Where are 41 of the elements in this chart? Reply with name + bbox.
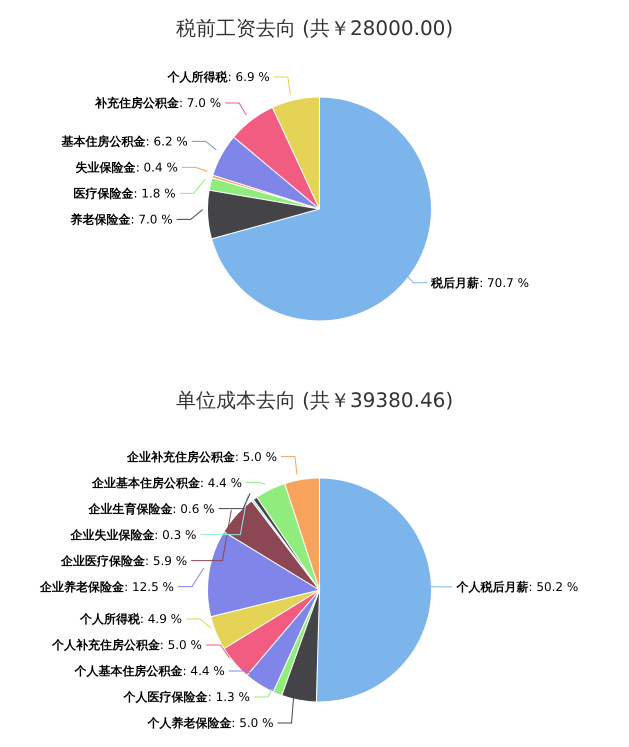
data-label: : 7.0 % xyxy=(178,96,222,110)
data-label: : 50.2 % xyxy=(528,580,578,594)
data-label: : 0.3 % xyxy=(154,528,196,542)
slice-label: 个人基本住房公积金 xyxy=(74,664,184,678)
slice-label: 个人医疗保险金 xyxy=(122,690,209,704)
chart-title: 单位成本去向 (共￥39380.46) xyxy=(176,388,454,412)
slice-label: 个人养老保险金 xyxy=(146,716,232,730)
slice-label: 企业基本住房公积金 xyxy=(90,476,201,490)
data-label: : 1.8 % xyxy=(133,186,176,201)
data-label: : 5.0 % xyxy=(231,716,274,730)
slice-label: 税后月薪 xyxy=(430,276,480,290)
chart-title: 税前工资去向 (共￥28000.00) xyxy=(176,16,454,40)
data-label: : 1.3 % xyxy=(208,690,250,704)
data-label: : 5.0 % xyxy=(160,638,202,652)
data-label: : 4.4 % xyxy=(182,664,225,678)
slice-label: 养老保险金 xyxy=(69,212,132,227)
data-label: : 0.4 % xyxy=(136,160,178,175)
data-label: : 0.6 % xyxy=(172,502,215,516)
data-label: : 70.7 % xyxy=(479,276,529,290)
slice-label: 企业养老保险金 xyxy=(39,580,126,594)
data-label: : 7.0 % xyxy=(130,212,173,227)
slice-label: 补充住房公积金 xyxy=(94,96,180,110)
slice-label: 企业生育保险金 xyxy=(87,502,174,516)
data-label: : 6.9 % xyxy=(228,70,270,84)
data-label: : 12.5 % xyxy=(124,580,174,594)
slice-label: 基本住房公积金 xyxy=(60,134,147,149)
pie-slice xyxy=(211,96,432,322)
slice-label: 企业失业保险金 xyxy=(69,528,156,542)
data-label: : 4.4 % xyxy=(200,476,242,490)
slice-label: 失业保险金 xyxy=(76,160,137,175)
data-label: : 6.2 % xyxy=(146,134,188,149)
slice-label: 企业医疗保险金 xyxy=(60,554,146,568)
slice-label: 医疗保险金 xyxy=(73,186,134,201)
slice-label: 个人所得税 xyxy=(78,612,141,626)
slice-label: 个人补充住房公积金 xyxy=(50,638,161,652)
slice-label: 个人所得税 xyxy=(166,70,229,84)
data-label: : 5.0 % xyxy=(234,450,278,464)
data-label: : 4.9 % xyxy=(140,612,182,626)
slice-label: 企业补充住房公积金 xyxy=(126,450,236,464)
data-label: : 5.9 % xyxy=(145,554,188,568)
slice-label: 个人税后月薪 xyxy=(455,580,528,594)
